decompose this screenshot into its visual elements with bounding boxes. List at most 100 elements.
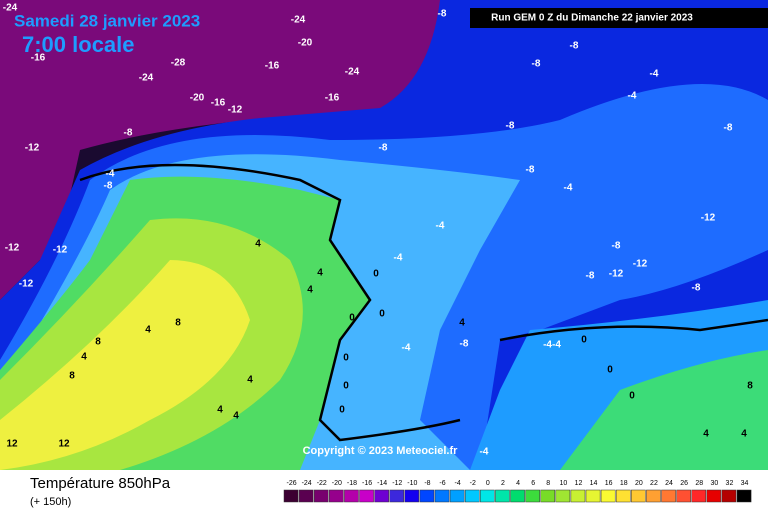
scale-swatch <box>661 489 676 503</box>
scale-label: 10 <box>559 480 567 487</box>
scale-swatch <box>359 489 374 503</box>
contour-label: 0 <box>349 313 355 324</box>
yellow-region <box>0 260 250 470</box>
scale-label: 34 <box>741 480 749 487</box>
cold-region <box>0 0 440 300</box>
scale-label: -24 <box>302 480 312 487</box>
copyright: Copyright © 2023 Meteociel.fr <box>303 445 459 457</box>
contour-labels: -24-24-20-28-16-24-16-24-20 -16-12-16-8-8… <box>3 3 753 458</box>
contour-label: 4 <box>81 352 87 363</box>
contour-label: -8 <box>379 143 388 154</box>
scale-swatch <box>676 489 691 503</box>
contour-label: 0 <box>343 381 349 392</box>
scale-swatch <box>510 489 525 503</box>
scale-swatch <box>721 489 737 503</box>
contour-label: 4 <box>217 405 223 416</box>
contour-label: -8 <box>438 9 447 20</box>
contour-label: -24 <box>3 3 18 14</box>
scale-swatch <box>615 489 631 503</box>
contour-label: 8 <box>175 318 181 329</box>
contour-label: 8 <box>747 381 753 392</box>
scale-label: 28 <box>695 480 703 487</box>
contour-label: 0 <box>607 365 613 376</box>
contour-label: 8 <box>69 371 75 382</box>
scale-label: -4 <box>455 480 461 487</box>
scale-label: -16 <box>362 480 372 487</box>
scale-swatch <box>313 489 329 503</box>
contour-label: -12 <box>609 269 624 280</box>
scale-swatch <box>404 489 420 503</box>
scale-swatch <box>374 489 389 503</box>
contour-label: -12 <box>5 243 20 254</box>
contour-label: 4 <box>145 325 151 336</box>
scale-label: 30 <box>710 480 718 487</box>
field-title: Température 850hPa <box>30 475 171 492</box>
time: 7:00 locale <box>22 32 135 57</box>
scale-label: 20 <box>635 480 643 487</box>
scale-swatch <box>434 489 450 503</box>
scale-label: 24 <box>665 480 673 487</box>
contour-label: -16 <box>31 53 46 64</box>
contour-label: -4 <box>106 169 115 180</box>
run-box <box>470 8 768 28</box>
contour-label: 4 <box>741 429 747 440</box>
contour-label: 0 <box>339 405 345 416</box>
contour-label: -4 <box>394 253 403 264</box>
contour-label: -8 <box>104 181 113 192</box>
lead-time: (+ 150h) <box>30 496 71 508</box>
contour-label: -24 <box>291 15 306 26</box>
contour-label: -28 <box>171 58 186 69</box>
scale-swatch <box>495 489 510 503</box>
contour-label: -8 <box>506 121 515 132</box>
scale-swatch <box>540 489 556 503</box>
contour-label: -20 <box>298 38 313 49</box>
scale-swatch <box>298 489 314 503</box>
scale-swatch <box>555 489 571 503</box>
contour-label: -4 <box>564 183 573 194</box>
contour-label: 4 <box>255 239 261 250</box>
contour-label: -8 <box>692 283 701 294</box>
contour-label: -8 <box>586 271 595 282</box>
contour-label: -20 <box>190 93 205 104</box>
contour-label: 4 <box>703 429 709 440</box>
contour-label: -4 <box>402 343 411 354</box>
contour-label: -4 <box>650 69 659 80</box>
scale-label: -10 <box>407 480 417 487</box>
contour-label: 0 <box>379 309 385 320</box>
scale-label: 32 <box>726 480 734 487</box>
contour-label: -16 <box>265 61 280 72</box>
scale-label: -2 <box>470 480 476 487</box>
zero-isotherm-east <box>499 318 768 342</box>
scale-swatch <box>585 489 601 503</box>
scale-label: -22 <box>317 480 327 487</box>
scale-swatch <box>691 489 707 503</box>
contour-label: 0 <box>343 353 349 364</box>
contour-label: -12 <box>25 143 40 154</box>
scale-label: 0 <box>486 480 490 487</box>
contour-label: -24 <box>345 67 360 78</box>
scale-label: 14 <box>590 480 598 487</box>
contour-label: -4 <box>480 447 489 458</box>
scale-swatch <box>736 489 752 503</box>
scale-swatch <box>525 489 540 503</box>
zero-isotherm <box>79 163 461 442</box>
contour-label: -8 <box>532 59 541 70</box>
contour-label: -8 <box>724 123 733 134</box>
scale-swatch <box>464 489 480 503</box>
scale-swatch <box>419 489 435 503</box>
scale-label: 16 <box>605 480 613 487</box>
scale-label: -14 <box>377 480 387 487</box>
scale-label: -20 <box>332 480 342 487</box>
contour-label: -8 <box>124 128 133 139</box>
contour-label: -16 <box>325 93 340 104</box>
contour-label: -8 <box>460 339 469 350</box>
scale-swatch <box>600 489 616 503</box>
scale-label: -18 <box>347 480 357 487</box>
color-scale: -26 -24 -22 -20 -18 -16 -14 -12 -10 -8 -6 -4 -2 0 2 4 6 8… <box>283 480 752 503</box>
contour-label: -8 <box>526 165 535 176</box>
contour-label: -4 <box>628 91 637 102</box>
scale-swatch <box>570 489 586 503</box>
scale-swatch <box>706 489 722 503</box>
scale-label: 12 <box>575 480 583 487</box>
contour-label: 4 <box>233 411 239 422</box>
